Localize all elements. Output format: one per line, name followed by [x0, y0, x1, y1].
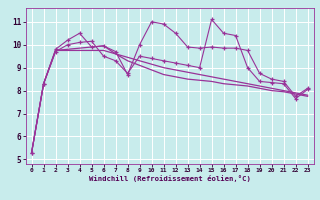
X-axis label: Windchill (Refroidissement éolien,°C): Windchill (Refroidissement éolien,°C)	[89, 175, 251, 182]
